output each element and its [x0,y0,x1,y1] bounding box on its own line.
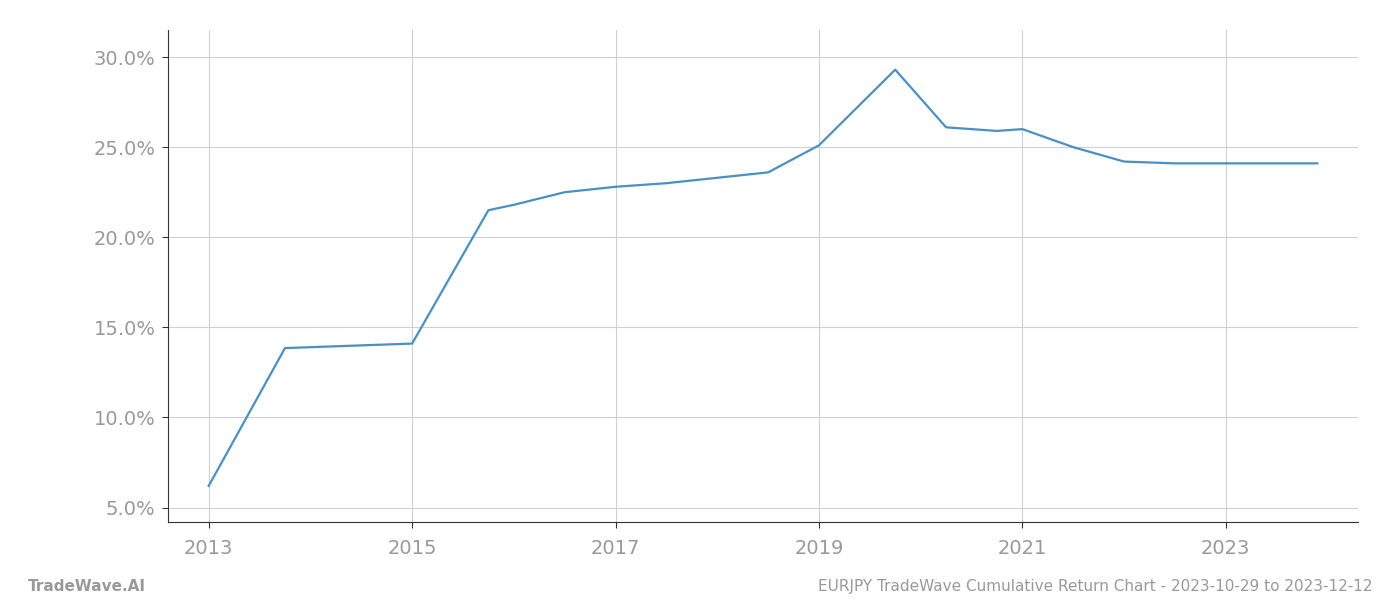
Text: EURJPY TradeWave Cumulative Return Chart - 2023-10-29 to 2023-12-12: EURJPY TradeWave Cumulative Return Chart… [818,579,1372,594]
Text: TradeWave.AI: TradeWave.AI [28,579,146,594]
